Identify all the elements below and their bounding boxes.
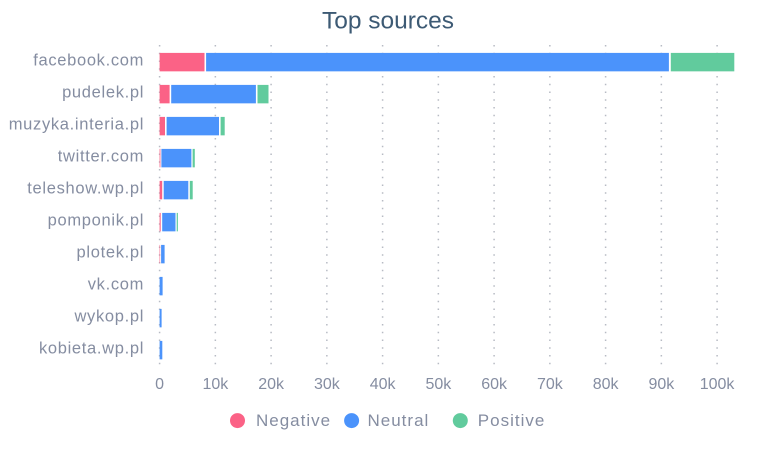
svg-text:100k: 100k bbox=[700, 376, 736, 393]
svg-text:facebook.com: facebook.com bbox=[33, 52, 144, 70]
svg-text:Neutral: Neutral bbox=[368, 411, 430, 430]
svg-text:Negative: Negative bbox=[256, 411, 331, 430]
svg-text:wykop.pl: wykop.pl bbox=[73, 308, 144, 326]
svg-text:teleshow.wp.pl: teleshow.wp.pl bbox=[27, 180, 144, 198]
svg-text:40k: 40k bbox=[370, 376, 397, 393]
svg-text:0: 0 bbox=[155, 376, 164, 393]
svg-text:10k: 10k bbox=[202, 376, 229, 393]
svg-text:20k: 20k bbox=[258, 376, 285, 393]
svg-text:80k: 80k bbox=[593, 376, 620, 393]
svg-text:50k: 50k bbox=[425, 376, 452, 393]
svg-text:30k: 30k bbox=[314, 376, 341, 393]
svg-text:70k: 70k bbox=[537, 376, 564, 393]
svg-text:Top sources: Top sources bbox=[322, 7, 454, 34]
svg-text:vk.com: vk.com bbox=[88, 276, 144, 294]
svg-text:pudelek.pl: pudelek.pl bbox=[62, 84, 144, 102]
svg-text:pomponik.pl: pomponik.pl bbox=[48, 212, 144, 230]
svg-text:plotek.pl: plotek.pl bbox=[77, 244, 145, 262]
svg-text:twitter.com: twitter.com bbox=[58, 148, 144, 166]
svg-text:Positive: Positive bbox=[478, 411, 546, 430]
svg-text:kobieta.wp.pl: kobieta.wp.pl bbox=[39, 340, 144, 358]
svg-text:60k: 60k bbox=[481, 376, 508, 393]
svg-text:muzyka.interia.pl: muzyka.interia.pl bbox=[9, 116, 144, 134]
svg-text:90k: 90k bbox=[648, 376, 675, 393]
